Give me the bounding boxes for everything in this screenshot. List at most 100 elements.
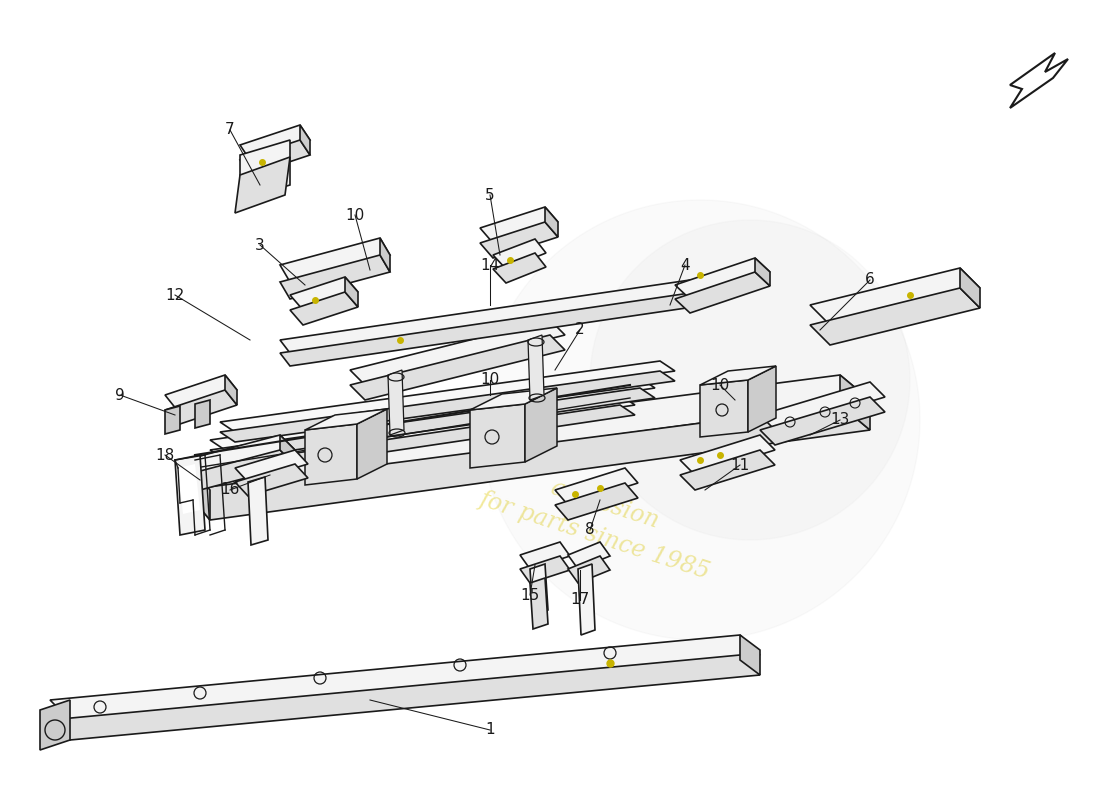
Polygon shape (470, 388, 557, 410)
Polygon shape (235, 157, 290, 213)
Polygon shape (528, 335, 544, 400)
Polygon shape (960, 268, 980, 308)
Polygon shape (345, 277, 358, 307)
Polygon shape (350, 320, 565, 385)
Polygon shape (220, 371, 675, 442)
Polygon shape (578, 564, 595, 635)
Polygon shape (700, 366, 776, 385)
Polygon shape (840, 375, 870, 430)
Polygon shape (680, 450, 775, 490)
Polygon shape (755, 258, 770, 286)
Polygon shape (280, 435, 295, 465)
Polygon shape (165, 375, 236, 410)
Text: 12: 12 (165, 287, 185, 302)
Text: 7: 7 (226, 122, 234, 138)
Text: 10: 10 (711, 378, 729, 393)
Polygon shape (220, 361, 675, 432)
Polygon shape (175, 455, 205, 535)
Text: 5: 5 (485, 187, 495, 202)
Polygon shape (185, 460, 210, 520)
Text: 17: 17 (571, 593, 590, 607)
Polygon shape (556, 483, 638, 520)
Text: 16: 16 (220, 482, 240, 498)
Polygon shape (358, 409, 387, 479)
Polygon shape (556, 468, 638, 505)
Polygon shape (195, 395, 635, 468)
Polygon shape (290, 292, 358, 325)
Text: 1: 1 (485, 722, 495, 738)
Text: 3: 3 (255, 238, 265, 253)
Polygon shape (470, 404, 525, 468)
Polygon shape (530, 578, 548, 629)
Polygon shape (480, 222, 558, 258)
Polygon shape (388, 370, 404, 435)
Polygon shape (493, 253, 546, 283)
Text: 14: 14 (481, 258, 499, 273)
Polygon shape (480, 207, 558, 243)
Polygon shape (305, 409, 387, 430)
Polygon shape (210, 388, 654, 460)
Polygon shape (748, 366, 775, 432)
Polygon shape (235, 450, 308, 482)
Polygon shape (525, 388, 557, 462)
Polygon shape (240, 140, 310, 175)
Text: a passion
for parts since 1985: a passion for parts since 1985 (477, 457, 723, 583)
Polygon shape (810, 268, 980, 325)
Polygon shape (520, 556, 570, 583)
Polygon shape (240, 125, 310, 160)
Polygon shape (185, 435, 295, 475)
Polygon shape (520, 542, 570, 569)
Polygon shape (480, 200, 920, 640)
Polygon shape (280, 238, 390, 282)
Polygon shape (680, 435, 775, 475)
Polygon shape (590, 220, 910, 540)
Polygon shape (810, 288, 980, 345)
Polygon shape (675, 258, 770, 299)
Polygon shape (280, 293, 700, 366)
Polygon shape (248, 477, 268, 545)
Text: 10: 10 (481, 373, 499, 387)
Polygon shape (50, 635, 760, 720)
Polygon shape (379, 238, 390, 272)
Polygon shape (40, 700, 70, 750)
Text: 10: 10 (345, 207, 364, 222)
Polygon shape (235, 464, 308, 496)
Polygon shape (185, 450, 295, 490)
Polygon shape (700, 380, 748, 437)
Polygon shape (760, 382, 886, 430)
Polygon shape (195, 400, 210, 428)
Polygon shape (568, 542, 611, 569)
Text: 15: 15 (520, 587, 540, 602)
Text: 13: 13 (830, 413, 849, 427)
Polygon shape (165, 390, 236, 425)
Polygon shape (740, 635, 760, 675)
Polygon shape (350, 335, 565, 400)
Polygon shape (493, 239, 546, 269)
Polygon shape (50, 655, 760, 740)
Polygon shape (544, 207, 558, 237)
Polygon shape (165, 406, 180, 434)
Text: 4: 4 (680, 258, 690, 273)
Polygon shape (760, 397, 886, 445)
Text: 8: 8 (585, 522, 595, 538)
Text: 11: 11 (730, 458, 749, 473)
Polygon shape (195, 405, 635, 478)
Polygon shape (240, 140, 290, 200)
Polygon shape (568, 556, 611, 583)
Polygon shape (280, 280, 700, 353)
Polygon shape (185, 375, 870, 490)
Polygon shape (675, 272, 770, 313)
Polygon shape (300, 125, 310, 155)
Text: 6: 6 (865, 273, 874, 287)
Polygon shape (290, 277, 358, 310)
Polygon shape (210, 378, 654, 450)
Polygon shape (185, 405, 870, 520)
Polygon shape (226, 375, 236, 405)
Polygon shape (280, 255, 390, 299)
Polygon shape (530, 564, 548, 615)
Text: 9: 9 (116, 387, 125, 402)
Text: 18: 18 (155, 447, 175, 462)
Text: 2: 2 (575, 322, 585, 338)
Polygon shape (1010, 53, 1068, 108)
Polygon shape (178, 464, 200, 514)
